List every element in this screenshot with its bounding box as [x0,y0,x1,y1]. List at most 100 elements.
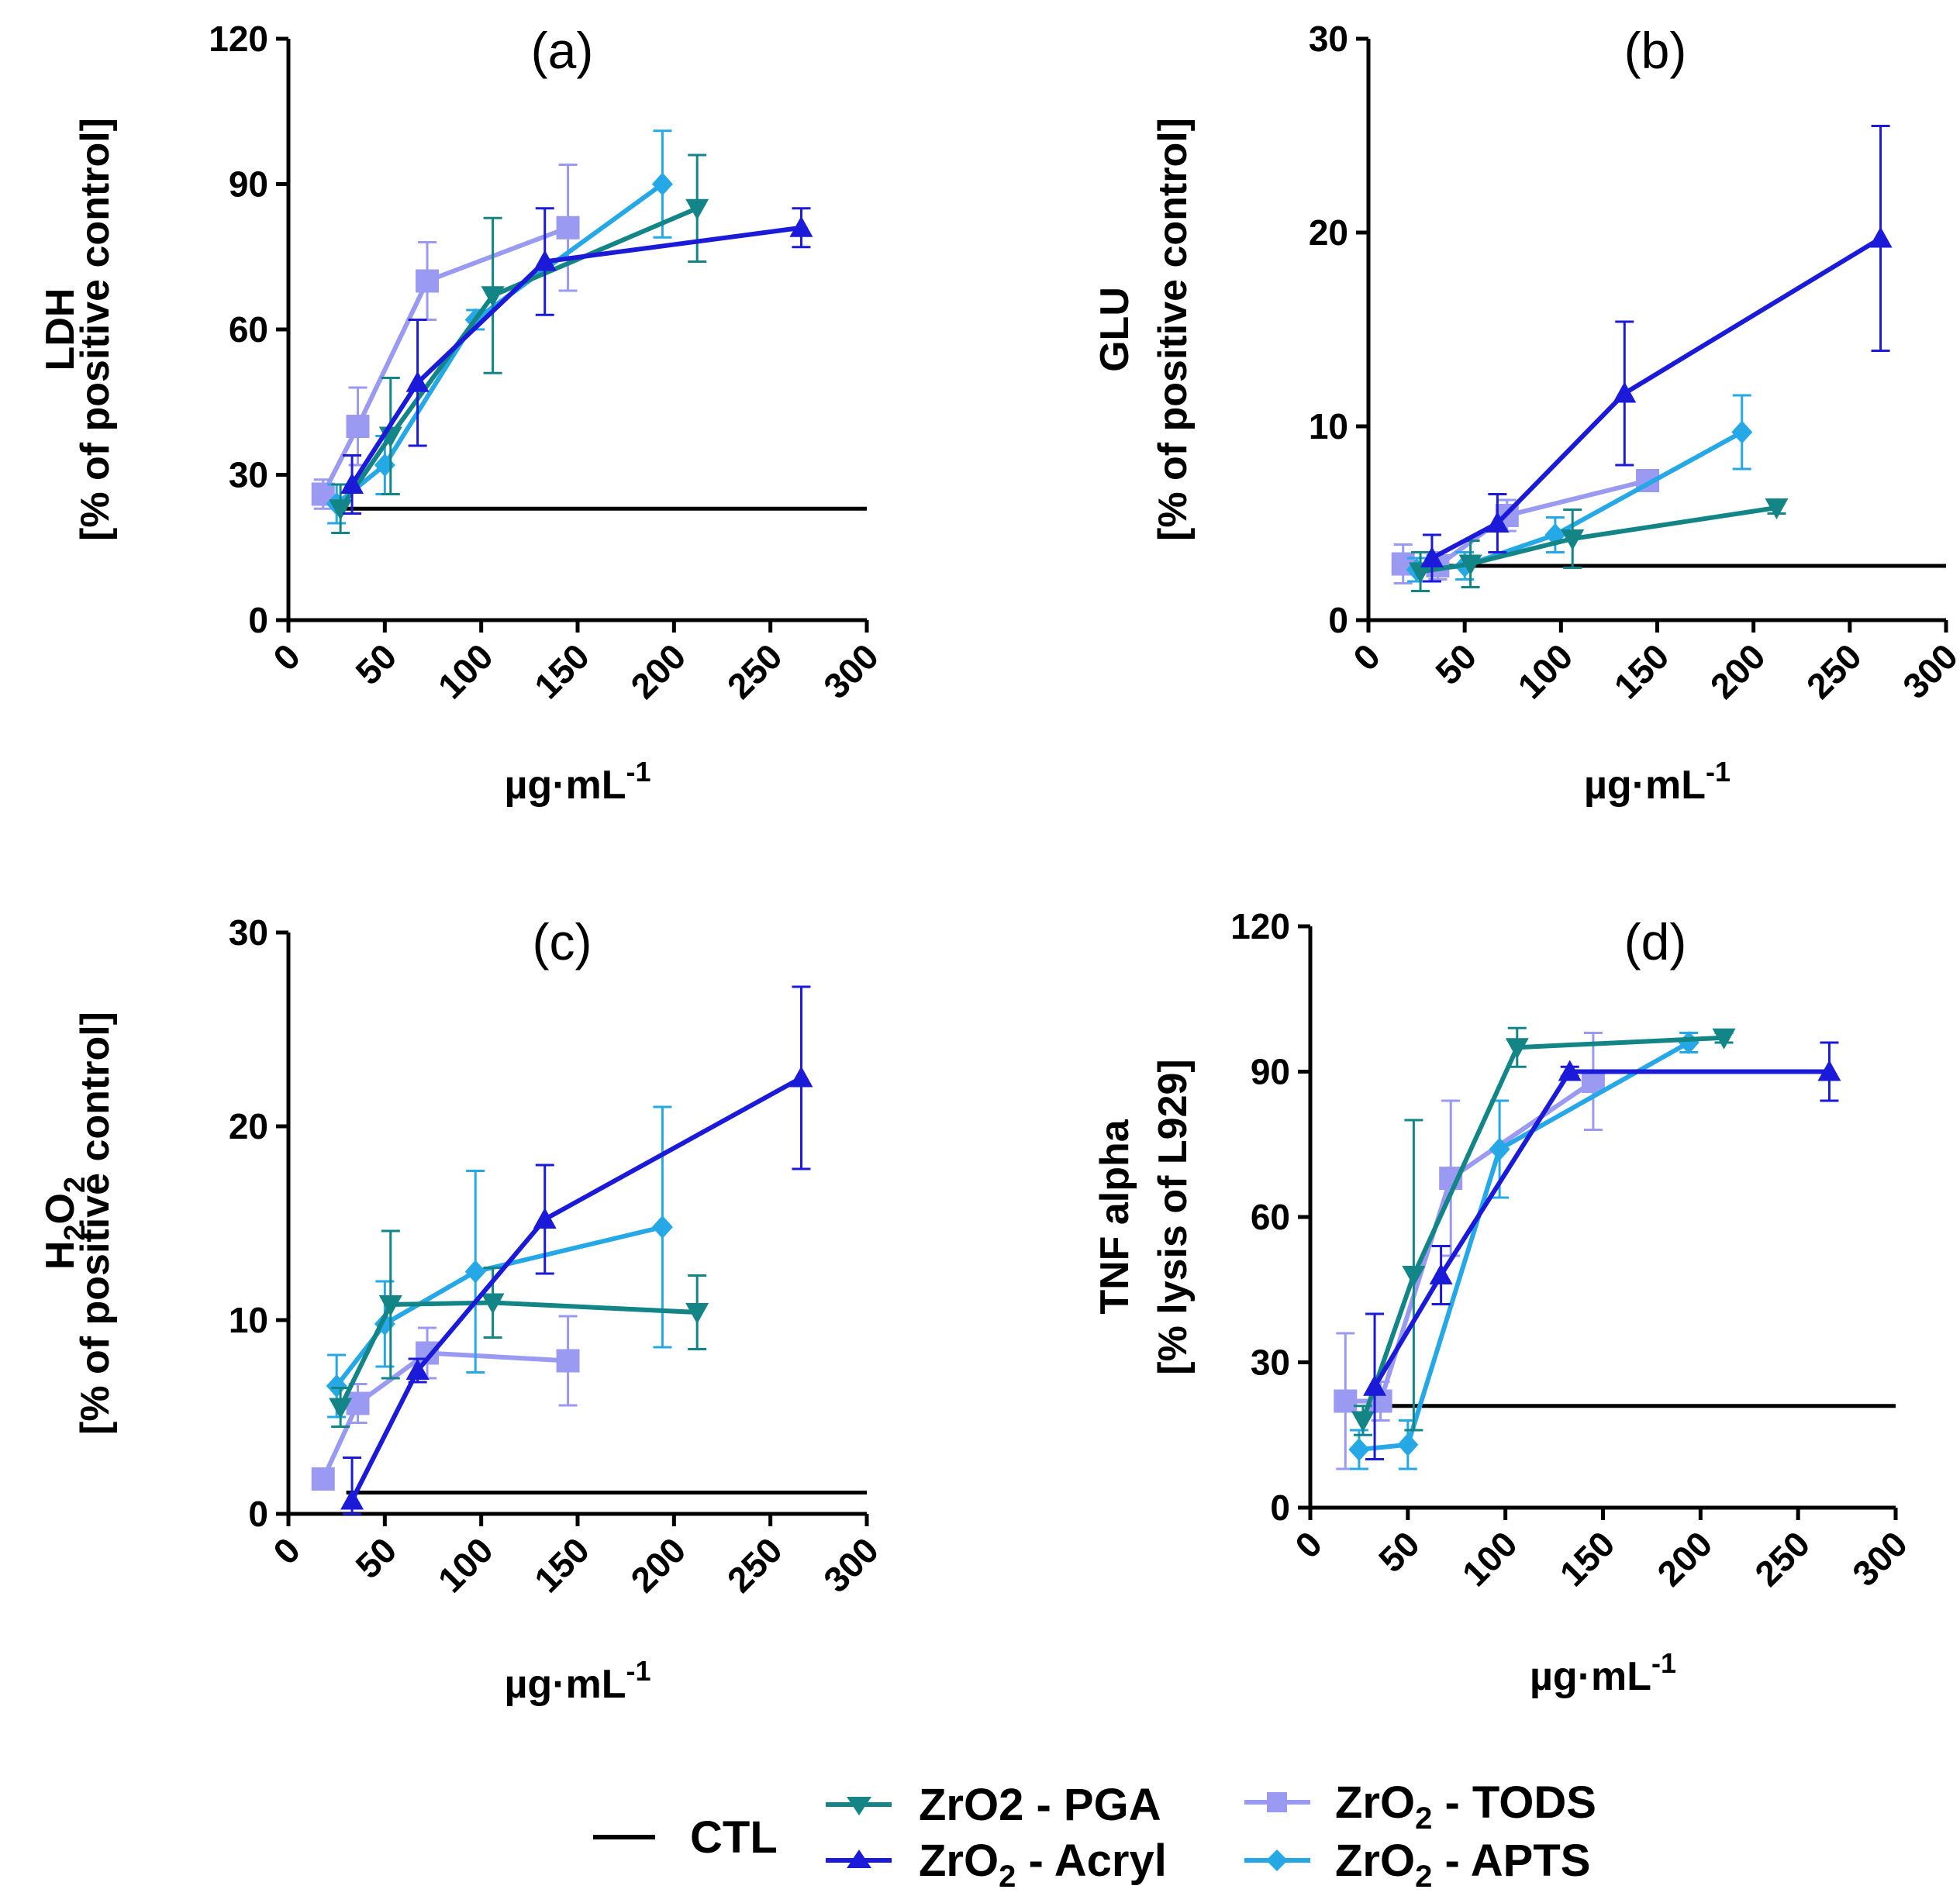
x-axis-label-sup: -1 [626,1655,651,1687]
y-tick-label: 60 [229,309,268,350]
legend-tods-marker [1267,1792,1287,1812]
x-tick-label: 0 [265,636,308,678]
data-point-tods [346,1391,370,1415]
y-tick-label: 30 [229,912,268,953]
data-point-acryl [405,371,430,392]
data-point-tods [1334,1389,1358,1413]
data-point-acryl [405,1359,430,1380]
x-tick-label: 300 [816,636,886,706]
data-point-acryl [1558,1060,1582,1081]
data-point-apts [651,172,673,196]
data-point-acryl [1363,1374,1387,1396]
legend-apts-label: ZrO2 - APTS [1335,1836,1590,1894]
x-tick-label: 250 [1799,636,1869,706]
series-line-tods [321,225,569,495]
series-acryl [340,207,813,515]
data-point-pga [329,1398,353,1419]
data-point-pga [1712,1028,1736,1050]
y-axis-label: [% lysis of L929] [1151,1059,1196,1374]
y-tick-label: 0 [1328,600,1348,640]
data-point-pga [1409,562,1433,584]
series-apts [1406,394,1753,583]
y-tick-label: 10 [1309,406,1348,446]
data-point-apts [1489,1137,1510,1161]
panel-label: (b) [1624,22,1687,79]
x-tick-label: 250 [719,1529,790,1600]
data-point-pga [1402,1266,1426,1287]
x-tick-label: 200 [1703,636,1773,706]
y-tick-label: 120 [209,19,268,59]
series-tods [311,164,580,510]
y-tick-label: 90 [229,164,268,205]
chart-panel-0: 0 30 60 90 120 0 50 100 150 200 250 300 (a) µg·mL-1 LD… [38,19,886,808]
data-point-acryl [1817,1060,1841,1081]
data-point-apts [651,1215,673,1239]
y-tick-label: 60 [1251,1197,1290,1237]
series-line-pga [1361,1035,1724,1422]
x-tick-label: 50 [1371,1523,1427,1580]
series-pga [329,1229,709,1428]
panel-label: (a) [531,22,594,79]
x-tick-label: 50 [1427,636,1484,692]
data-point-acryl [1613,381,1637,403]
x-tick-label: 150 [526,636,597,706]
data-point-apts [1731,420,1753,444]
series-apts [326,129,673,525]
data-point-acryl [340,473,364,494]
series-line-pga [338,205,699,510]
data-point-acryl [1420,546,1444,567]
data-point-acryl [1486,512,1510,533]
data-point-acryl [789,1066,813,1088]
chart-panel-3: 0 30 60 90 120 0 50 100 150 200 250 300 (d) µg·mL-1 TN… [1092,906,1915,1699]
legend-acryl-marker [847,1850,871,1868]
series-pga [1351,1026,1736,1436]
series-line-apts [334,1225,664,1388]
y-tick-label: 30 [1251,1343,1290,1383]
x-tick-label: 100 [1510,636,1580,706]
x-axis-label-sup: -1 [1651,1647,1676,1679]
data-point-pga [329,499,353,521]
x-tick-label: 250 [1747,1523,1817,1594]
series-line-pga [338,1300,698,1408]
series-line-acryl [1430,236,1882,560]
x-axis-label: µg·mL-1 [504,1655,650,1707]
y-tick-label: 0 [1270,1488,1290,1528]
x-tick-label: 50 [347,1529,404,1586]
y-axis-label: LDH [38,288,83,371]
y-axis-label-sub: 2 [59,1224,91,1240]
y-tick-label: 30 [229,455,268,495]
legend-tods-label: ZrO2 - TODS [1335,1777,1596,1836]
data-point-pga [481,1293,505,1315]
legend-pga-label: ZrO2 - PGA [919,1780,1161,1830]
data-point-pga [1765,498,1789,519]
data-point-apts [464,1260,486,1284]
y-axis-label: [% of positive control] [73,1012,118,1435]
legend-apts-marker [1266,1850,1288,1871]
x-axis-label-base: µg·mL [1530,1654,1651,1699]
series-line-acryl [1372,1069,1830,1388]
data-point-acryl [1429,1263,1453,1284]
x-axis-label-base: µg·mL [504,763,626,808]
y-axis-label: [% of positive control] [1151,118,1196,541]
data-point-apts [326,1374,347,1398]
x-tick-label: 200 [1649,1523,1720,1594]
series-acryl [1363,1041,1841,1460]
y-tick-label: 10 [229,1300,268,1340]
x-axis-label: µg·mL-1 [1530,1647,1676,1699]
y-tick-label: 120 [1230,906,1290,946]
y-tick-label: 90 [1251,1052,1290,1092]
data-point-acryl [533,1208,557,1229]
series-line-tods [1345,1079,1595,1404]
legend-ctl-label: CTL [690,1812,778,1863]
x-axis-label-base: µg·mL [504,1662,626,1707]
data-point-acryl [789,215,813,237]
y-tick-label: 0 [248,1494,268,1534]
data-point-tods [556,1349,580,1373]
y-axis-label: TNF alpha [1092,1119,1137,1314]
x-tick-label: 0 [1345,636,1388,678]
x-tick-label: 0 [1287,1523,1330,1566]
series-apts [1348,1031,1699,1470]
data-point-apts [1348,1438,1370,1461]
